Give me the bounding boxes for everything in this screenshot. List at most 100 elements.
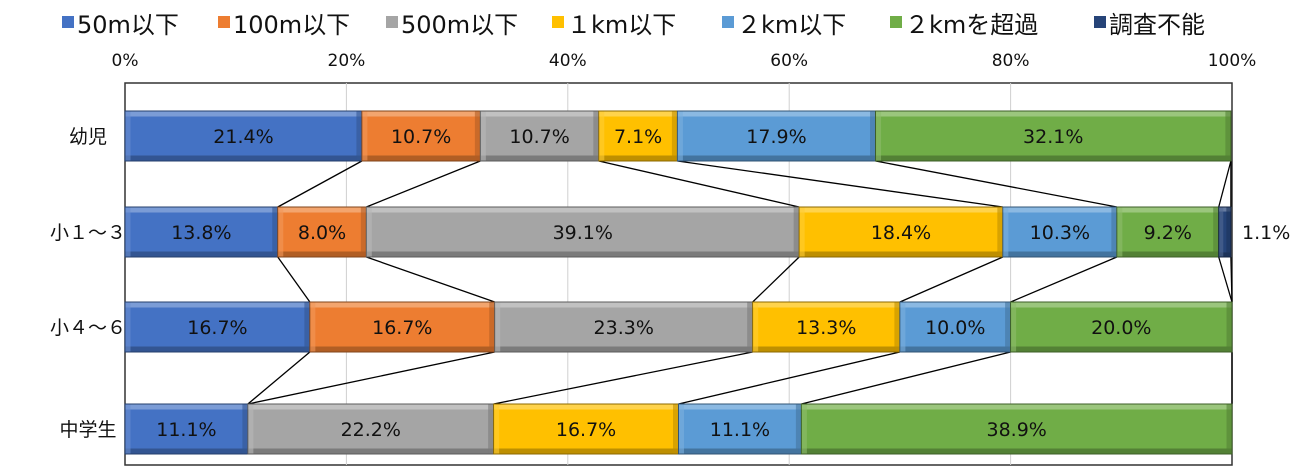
bar-bevel-right <box>474 111 480 161</box>
bar-bevel-bottom <box>310 346 495 352</box>
bar-segment <box>752 301 901 353</box>
legend-label: 調査不能 <box>1109 10 1205 39</box>
series-line <box>598 160 800 208</box>
series-line <box>493 351 753 405</box>
legend-swatch <box>386 16 398 28</box>
bar-bevel-top <box>1003 207 1117 213</box>
x-tick-label: 20% <box>328 51 366 71</box>
legend-item: 100m以下 <box>218 6 351 39</box>
bar-segment <box>1010 301 1233 353</box>
bar-bevel-bottom <box>362 155 480 161</box>
series-line <box>752 256 800 303</box>
legend-label: 500m以下 <box>401 10 519 39</box>
bar-segment <box>124 301 311 353</box>
series-line <box>1218 256 1233 303</box>
bar-segment <box>309 301 496 353</box>
data-label: 1.1% <box>1242 222 1290 244</box>
bar-segment <box>124 206 279 258</box>
data-label: 16.7% <box>372 317 432 339</box>
bar-bevel-left <box>900 302 906 352</box>
bar-bevel-top <box>480 111 599 117</box>
bar-segment <box>676 110 877 162</box>
legend-item: ２km以下 <box>722 6 846 39</box>
legend-swatch <box>552 16 564 28</box>
bar-bevel-top <box>125 404 248 410</box>
bar-bevel-bottom <box>799 251 1003 257</box>
bar-segment <box>875 110 1232 162</box>
bar-bevel-bottom <box>1219 252 1231 257</box>
bar-bevel-left <box>495 302 501 352</box>
bar-bevel-left <box>1117 207 1123 257</box>
bar-bevel-bottom <box>1011 346 1232 352</box>
series-line <box>678 351 901 405</box>
legend-label: ２kmを超過 <box>905 10 1039 39</box>
bar-bevel-right <box>1213 207 1219 257</box>
bar-bevel-right <box>673 404 678 454</box>
bar-bevel-bottom <box>679 448 801 454</box>
legend-item: 調査不能 <box>1094 6 1205 39</box>
bar-bevel-left <box>753 302 759 352</box>
bar-segment <box>493 403 680 455</box>
legend-item: 500m以下 <box>386 6 519 39</box>
series-line <box>277 256 311 303</box>
category-label: 小４～６ <box>50 317 126 339</box>
bar-bevel-top <box>278 207 366 213</box>
bar-bevel-top <box>801 404 1232 410</box>
bar-bevel-bottom <box>753 346 900 352</box>
bar-bevel-right <box>488 404 494 454</box>
bar-bevel-bottom <box>125 251 278 257</box>
series-line <box>247 351 495 405</box>
bar-bevel-right <box>747 302 753 352</box>
bar-segment <box>899 301 1012 353</box>
bar-bevel-left <box>278 207 284 257</box>
bar-bevel-bottom <box>125 448 248 454</box>
data-label: 16.7% <box>556 419 616 441</box>
bar-bevel-left <box>801 404 807 454</box>
series-line <box>1218 160 1232 208</box>
bar-segment <box>1116 206 1220 258</box>
x-tick-label: 80% <box>992 51 1030 71</box>
bar-bevel-bottom <box>801 448 1232 454</box>
bar-bevel-left <box>125 207 131 257</box>
bar-bevel-bottom <box>900 346 1011 352</box>
bar-bevel-bottom <box>876 155 1231 161</box>
bar-bevel-right <box>997 207 1003 257</box>
bar-bevel-right <box>870 111 876 161</box>
bar-bevel-right <box>304 302 310 352</box>
bar-bevel-top <box>1219 207 1231 212</box>
x-tick-label: 0% <box>112 51 139 71</box>
bar-bevel-left <box>125 302 131 352</box>
bar-segment <box>800 403 1233 455</box>
data-label: 11.1% <box>156 419 216 441</box>
bar-bevel-right <box>795 404 801 454</box>
legend-swatch <box>62 16 74 28</box>
bar-segment <box>365 206 800 258</box>
bar-bevel-right <box>360 207 366 257</box>
data-label: 21.4% <box>213 126 273 148</box>
bar-segment <box>1002 206 1118 258</box>
legend-item: 50m以下 <box>62 6 179 39</box>
x-tick-label: 40% <box>549 51 587 71</box>
bar-bevel-bottom <box>494 448 678 454</box>
data-label: 38.9% <box>987 419 1047 441</box>
bar-bevel-right <box>593 111 599 161</box>
x-tick-label: 60% <box>770 51 808 71</box>
bar-bevel-top <box>248 404 494 410</box>
bar-bevel-top <box>310 302 495 308</box>
bar-bevel-right <box>272 207 278 257</box>
bar-segment <box>124 110 363 162</box>
bar-bevel-top <box>125 111 362 117</box>
bar-bevel-bottom <box>125 155 362 161</box>
legend-label: 100m以下 <box>233 10 351 39</box>
bar-bevel-top <box>494 404 678 410</box>
legend-label: １km以下 <box>567 10 677 39</box>
bar-segment <box>678 403 802 455</box>
bar-bevel-top <box>1011 302 1232 308</box>
bar-bevel-top <box>125 207 278 213</box>
bar-bevel-top <box>1117 207 1219 213</box>
bar-bevel-right <box>1226 302 1232 352</box>
bar-bevel-bottom <box>495 346 753 352</box>
data-label: 13.3% <box>796 317 856 339</box>
bar-bevel-left <box>125 111 131 161</box>
